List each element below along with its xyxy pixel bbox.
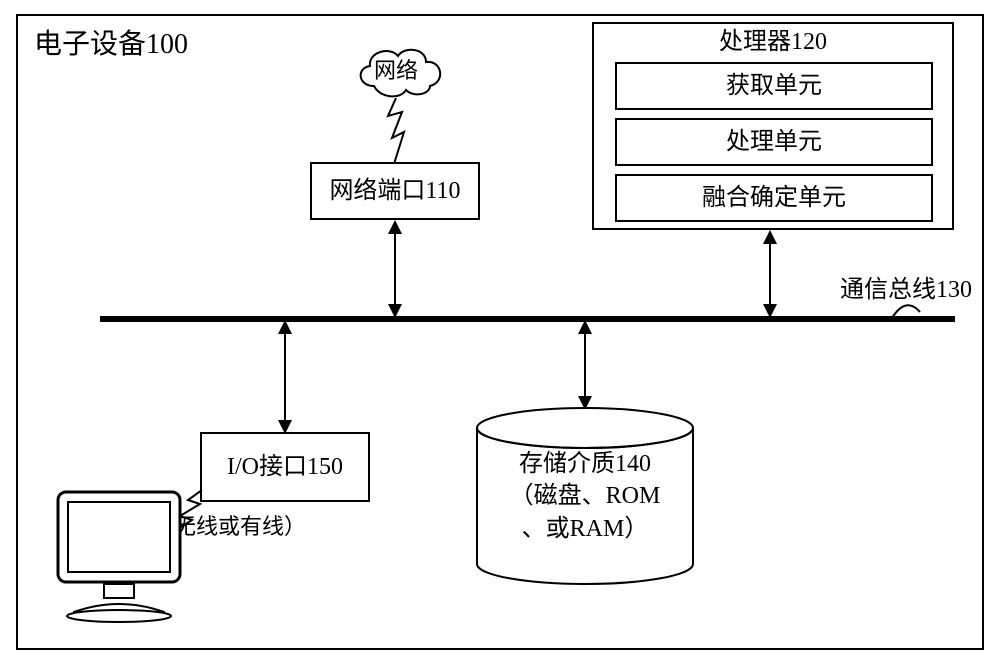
processor-unit-fuse: 融合确定单元 xyxy=(615,174,933,222)
io-interface-box: I/O接口150 xyxy=(200,432,370,502)
processor-unit-acquire: 获取单元 xyxy=(615,62,933,110)
network-port-label: 网络端口110 xyxy=(329,177,460,206)
storage-label: 存储介质140 （磁盘、ROM 、或RAM） xyxy=(475,448,695,545)
monitor-icon xyxy=(44,478,194,628)
arrow-port-bus xyxy=(383,220,407,318)
io-interface-label: I/O接口150 xyxy=(227,453,343,482)
arrow-storage-bus xyxy=(573,320,597,410)
storage-line1: 存储介质140 xyxy=(519,451,651,477)
communication-bus xyxy=(100,316,955,322)
processor-unit1-label: 获取单元 xyxy=(726,72,822,101)
network-port-box: 网络端口110 xyxy=(310,162,480,220)
network-cloud-label: 网络 xyxy=(374,58,418,84)
storage-line2: （磁盘、ROM xyxy=(510,483,661,509)
processor-unit2-label: 处理单元 xyxy=(726,128,822,157)
arrow-processor-bus xyxy=(758,230,782,318)
processor-title: 处理器120 xyxy=(600,28,946,57)
processor-unit-process: 处理单元 xyxy=(615,118,933,166)
device-title: 电子设备100 xyxy=(34,28,188,62)
storage-line3: 、或RAM） xyxy=(522,516,649,542)
arrow-io-bus xyxy=(273,320,297,434)
bus-label-hook xyxy=(892,300,922,320)
processor-unit3-label: 融合确定单元 xyxy=(702,184,846,213)
cloud-port-zigzag xyxy=(384,98,408,164)
